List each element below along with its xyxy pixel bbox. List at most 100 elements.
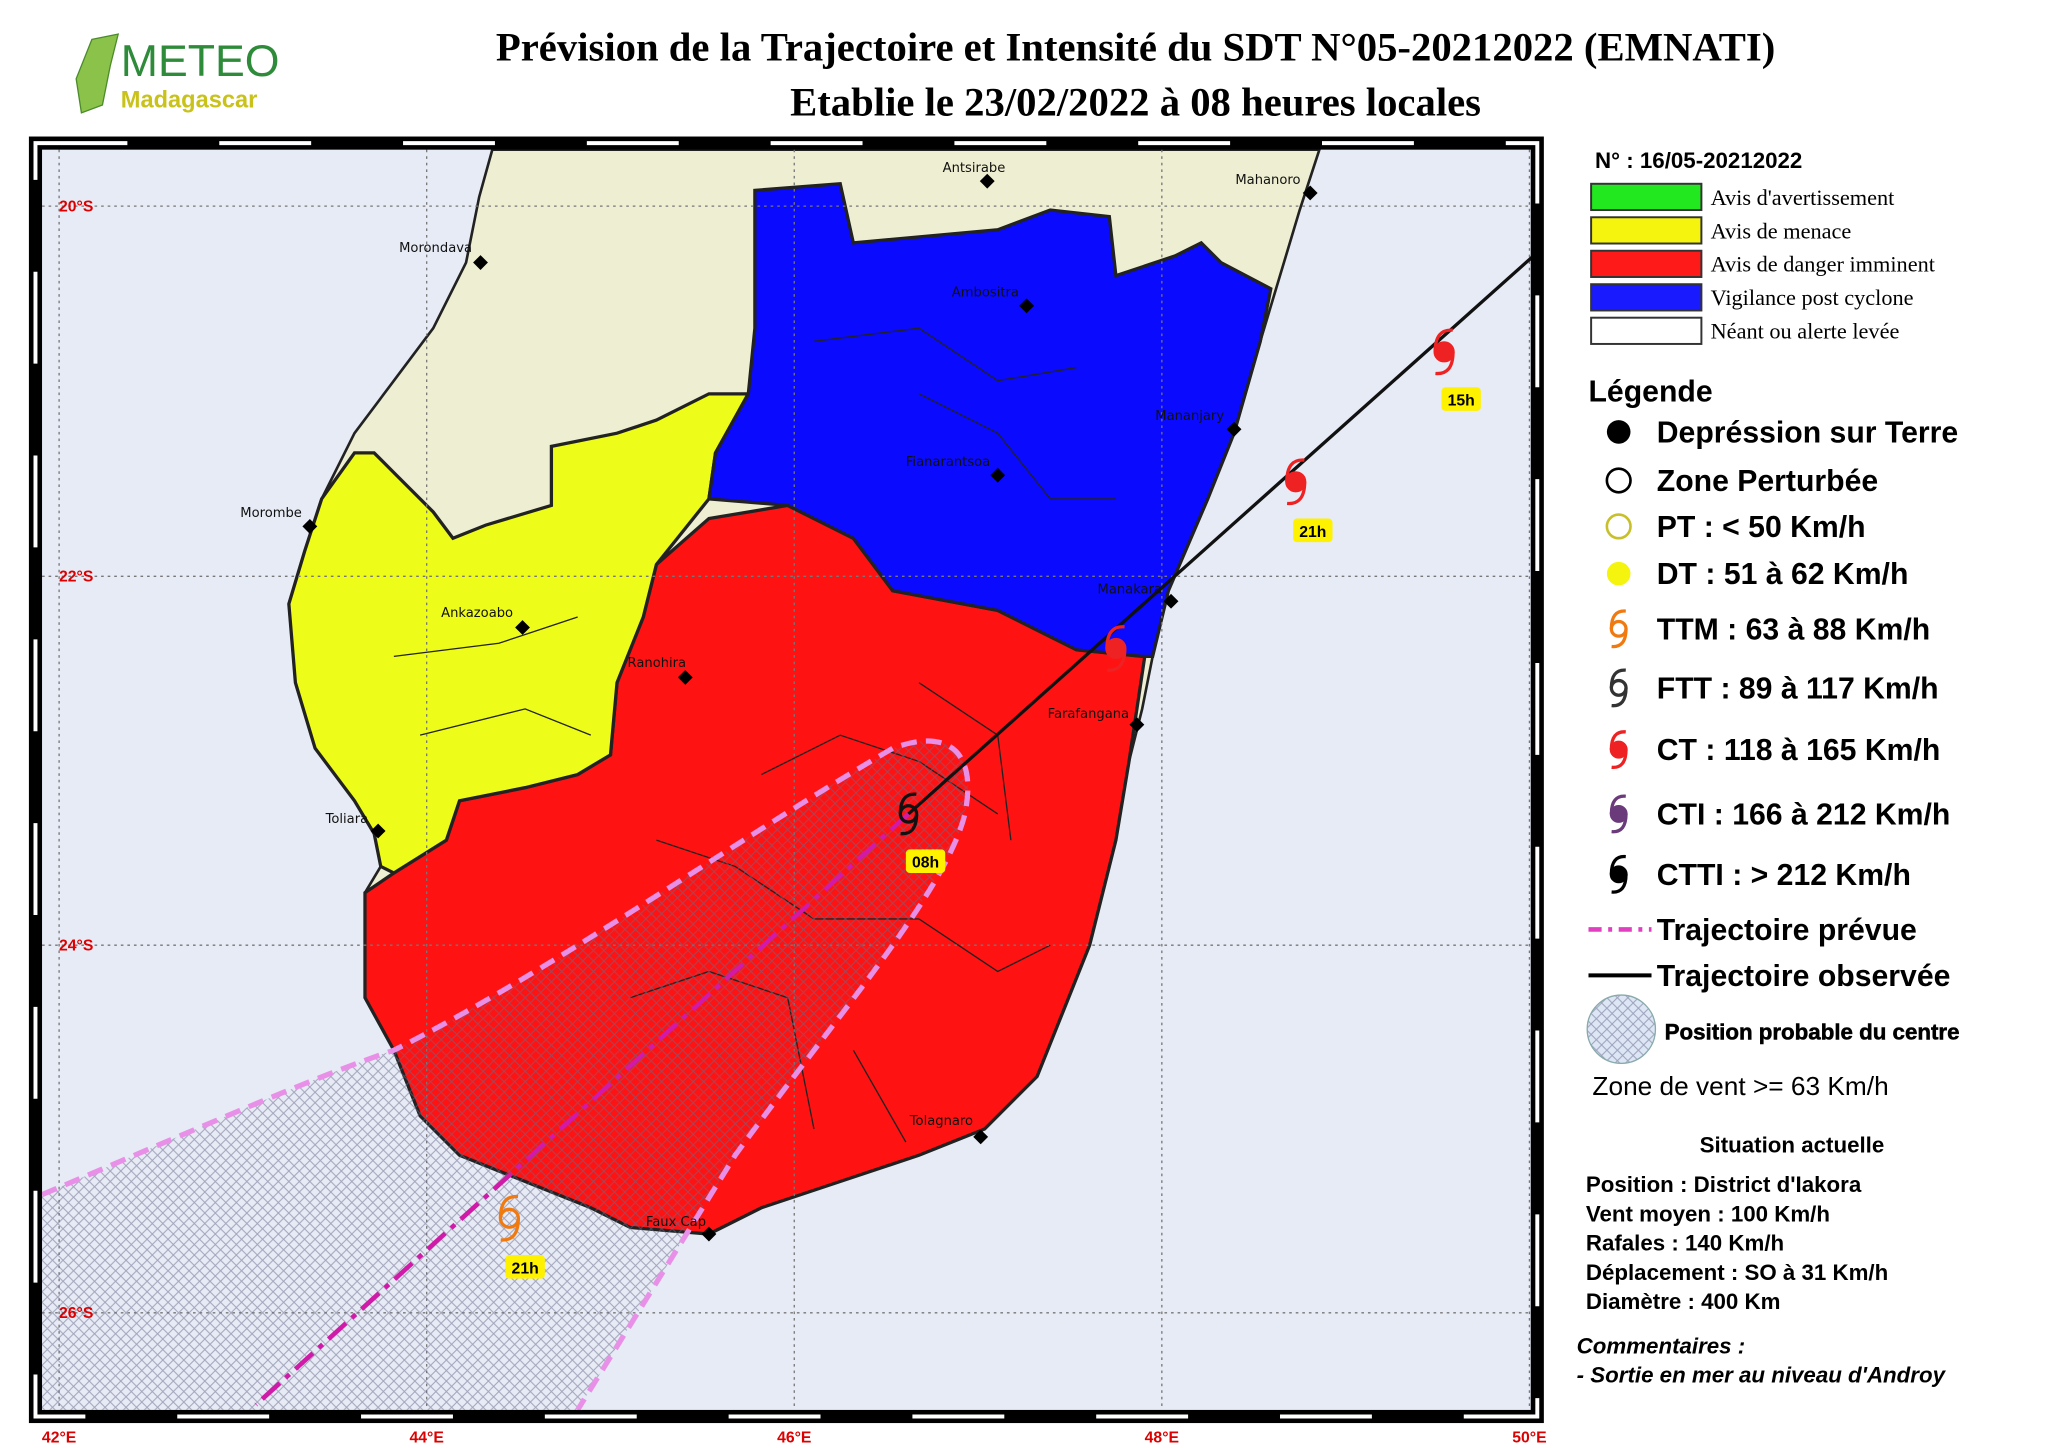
- probable-key-hatch: [1586, 994, 1657, 1065]
- symbol-ctti-arm: [1609, 854, 1628, 894]
- track-cyclone: [1105, 637, 1127, 660]
- city-label: Morombe: [240, 506, 302, 521]
- city-label: Antsirabe: [943, 161, 1006, 176]
- situation-line: Vent moyen : 100 Km/h: [1586, 1201, 1830, 1226]
- title: Prévision de la Trajectoire et Intensité…: [496, 24, 1775, 69]
- situation-line: Position : District d'Iakora: [1586, 1172, 1862, 1197]
- comments-title: Commentaires :: [1577, 1333, 1746, 1358]
- alert-swatch: [1590, 316, 1703, 345]
- symbol-ftt: [1609, 678, 1628, 697]
- symbol-label: Zone Perturbée: [1657, 465, 1878, 498]
- track-cyclone-arm: [498, 1194, 520, 1242]
- track-label: Trajectoire observée: [1657, 960, 1951, 993]
- city-marker: [473, 255, 488, 270]
- lon-label: 46°E: [777, 1430, 811, 1447]
- symbol-ttm: [1609, 619, 1628, 638]
- track-cyclone-arm: [1285, 458, 1307, 506]
- district-line: [918, 918, 1051, 973]
- city-marker: [1019, 298, 1035, 314]
- alert-label: Vigilance post cyclone: [1711, 285, 1914, 310]
- city-marker: [701, 1226, 717, 1242]
- alert-swatch: [1590, 283, 1703, 312]
- district-line: [918, 393, 1116, 500]
- symbol-land-depression: [1606, 420, 1631, 444]
- symbol-label: DT : 51 à 62 Km/h: [1657, 558, 1909, 591]
- symbol-ctti: [1609, 865, 1628, 884]
- time-label: 15h: [1448, 393, 1475, 410]
- city-marker: [370, 823, 386, 839]
- symbol-cti: [1609, 804, 1628, 823]
- cone-edge: [41, 738, 971, 1412]
- lat-label: 26°S: [59, 1305, 93, 1322]
- wind-zone-label: Zone de vent >= 63 Km/h: [1592, 1071, 1888, 1101]
- situation-line: Diamètre : 400 Km: [1586, 1289, 1781, 1314]
- time-label-bg: [1441, 387, 1481, 411]
- city-marker: [677, 669, 693, 685]
- time-label-bg: [905, 849, 946, 874]
- city-label: Farafangana: [1048, 707, 1129, 722]
- city-label: Faux Cap: [646, 1215, 706, 1230]
- track-cyclone: [1433, 341, 1455, 363]
- situation-title: Situation actuelle: [1700, 1133, 1885, 1158]
- comments: - Sortie en mer au niveau d'Androy: [1577, 1362, 1947, 1387]
- city-marker: [1226, 421, 1242, 437]
- track-label: Trajectoire prévue: [1657, 914, 1917, 947]
- district-line: [419, 708, 592, 736]
- subtitle: Etablie le 23/02/2022 à 08 heures locale…: [790, 80, 1481, 125]
- situation-line: Rafales : 140 Km/h: [1586, 1231, 1784, 1256]
- city-marker: [302, 518, 318, 534]
- symbol-label: FTT : 89 à 117 Km/h: [1657, 672, 1939, 705]
- city-marker: [973, 1129, 989, 1145]
- symbol-cti-arm: [1609, 794, 1628, 834]
- alert-label: Néant ou alerte levée: [1711, 319, 1900, 344]
- city-label: Mahanoro: [1235, 173, 1300, 188]
- alert-label: Avis d'avertissement: [1711, 185, 1896, 210]
- city-marker: [990, 467, 1006, 483]
- logo-subtitle: Madagascar: [121, 88, 258, 114]
- symbol-disturbed-zone: [1605, 467, 1632, 494]
- logo-title: METEO: [121, 37, 280, 86]
- city-marker: [979, 173, 995, 189]
- track-cyclone-arm: [898, 792, 919, 836]
- time-label: 21h: [1299, 524, 1326, 541]
- lon-label: 50°E: [1512, 1430, 1546, 1447]
- time-label: 08h: [912, 855, 939, 872]
- legend-title: Légende: [1588, 376, 1712, 409]
- logo-island: [75, 33, 120, 114]
- observed-track: [907, 254, 1535, 816]
- track-cyclone-arm: [1433, 328, 1455, 376]
- time-label-bg: [1293, 518, 1333, 543]
- time-label-bg: [505, 1255, 545, 1279]
- bulletin-number: N° : 16/05-20212022: [1595, 148, 1802, 173]
- symbol-pt: [1605, 513, 1632, 540]
- alert-swatch: [1590, 182, 1703, 212]
- district-line: [393, 616, 578, 658]
- symbol-ttm-arm: [1609, 609, 1628, 649]
- alert-label: Avis de danger imminent: [1711, 252, 1936, 277]
- city-marker: [1129, 717, 1145, 733]
- city-marker: [1163, 593, 1179, 609]
- probable-area: [42, 741, 968, 1410]
- symbol-label: PT : < 50 Km/h: [1657, 511, 1866, 544]
- city-label: Mananjary: [1155, 409, 1224, 424]
- lon-label: 48°E: [1145, 1430, 1179, 1447]
- symbol-label: CTI : 166 à 212 Km/h: [1657, 798, 1951, 831]
- city-label: Manakara: [1098, 582, 1163, 597]
- situation-line: Déplacement : SO à 31 Km/h: [1586, 1260, 1888, 1285]
- symbol-ct: [1609, 740, 1628, 759]
- symbol-label: Depréssion sur Terre: [1657, 416, 1958, 449]
- symbol-dt: [1606, 561, 1631, 586]
- symbol-label: CTTI : > 212 Km/h: [1657, 859, 1911, 892]
- symbol-ftt-arm: [1609, 668, 1628, 708]
- region-yellow: [287, 392, 752, 875]
- city-label: Ankazoabo: [441, 606, 513, 621]
- lon-label: 42°E: [42, 1430, 76, 1447]
- city-label: Fianarantsoa: [906, 455, 990, 470]
- city-label: Ranohira: [628, 656, 687, 671]
- city-marker: [515, 620, 530, 635]
- district-line: [813, 327, 1077, 382]
- symbol-label: CT : 118 à 165 Km/h: [1657, 734, 1941, 767]
- time-label: 21h: [512, 1260, 539, 1277]
- city-label: Morondava: [399, 241, 472, 256]
